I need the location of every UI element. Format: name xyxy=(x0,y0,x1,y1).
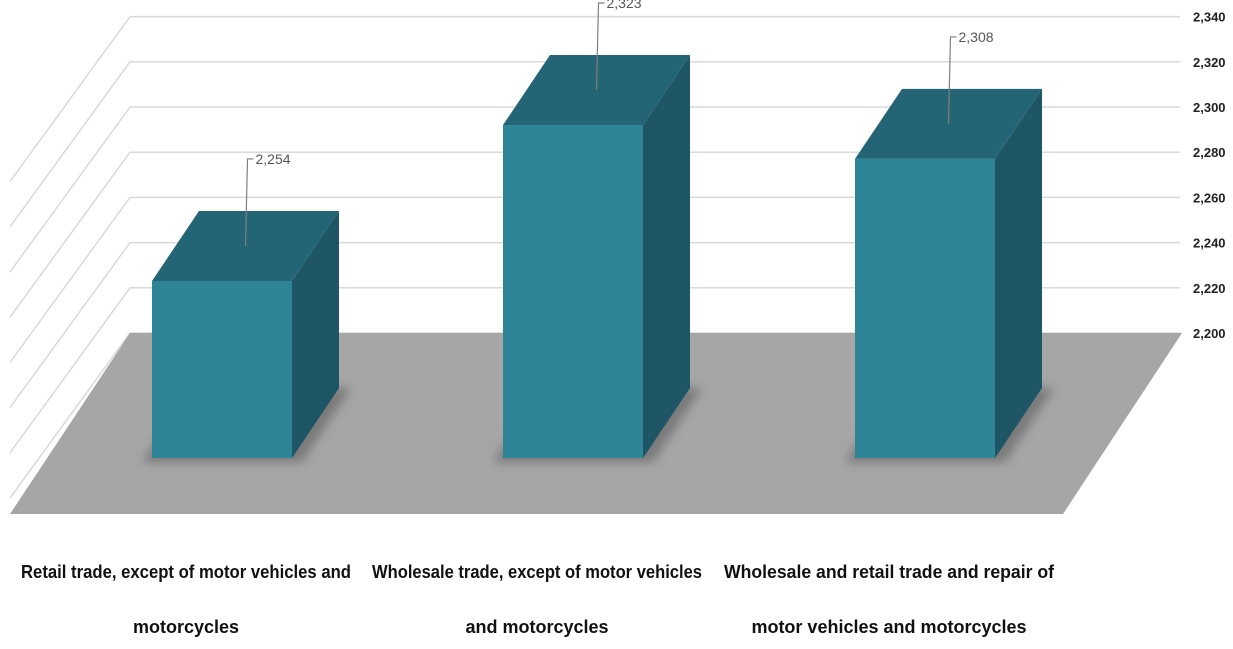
category-label: motor vehicles and motorcycles xyxy=(751,617,1026,637)
y-tick-label: 2,340 xyxy=(1193,10,1226,25)
labels-layer: 2,254 Retail trade, except of motor vehic… xyxy=(21,0,1055,637)
wall-gridline xyxy=(9,196,131,363)
wall-gridline xyxy=(9,242,131,409)
bar xyxy=(152,280,292,458)
bar-top-face xyxy=(503,55,690,126)
y-tick-label: 2,320 xyxy=(1193,55,1226,70)
y-tick-label: 2,220 xyxy=(1193,281,1226,296)
data-label: 2,323 xyxy=(607,0,642,11)
wall-gridline xyxy=(9,287,131,454)
data-label-leader xyxy=(244,158,254,246)
category-label: Wholesale trade, except of motor vehicle… xyxy=(372,562,702,582)
bar xyxy=(503,125,643,459)
data-label: 2,254 xyxy=(256,151,291,167)
wall-gridline xyxy=(9,106,131,273)
data-label-leader xyxy=(595,2,605,91)
wall-gridline xyxy=(9,16,131,183)
bar-side-face xyxy=(995,88,1042,459)
bar xyxy=(855,158,995,459)
data-label-leader xyxy=(947,36,957,124)
wall-gridline xyxy=(9,61,131,228)
data-label: 2,308 xyxy=(959,29,994,45)
bar-side-face xyxy=(643,55,690,459)
y-tick-label: 2,200 xyxy=(1193,326,1226,341)
bar-side-face xyxy=(292,210,339,458)
y-tick-label: 2,280 xyxy=(1193,145,1226,160)
category-label: motorcycles xyxy=(133,617,239,637)
y-tick-label: 2,260 xyxy=(1193,190,1226,205)
category-label: Retail trade, except of motor vehicles a… xyxy=(21,562,351,582)
category-label: Wholesale and retail trade and repair of xyxy=(724,562,1055,582)
y-tick-label: 2,300 xyxy=(1193,100,1226,115)
y-tick-label: 2,240 xyxy=(1193,236,1226,251)
category-label: and motorcycles xyxy=(465,617,608,637)
bars-layer xyxy=(142,2,1054,462)
wall-gridline xyxy=(9,151,131,318)
wall-gridline xyxy=(9,332,131,499)
